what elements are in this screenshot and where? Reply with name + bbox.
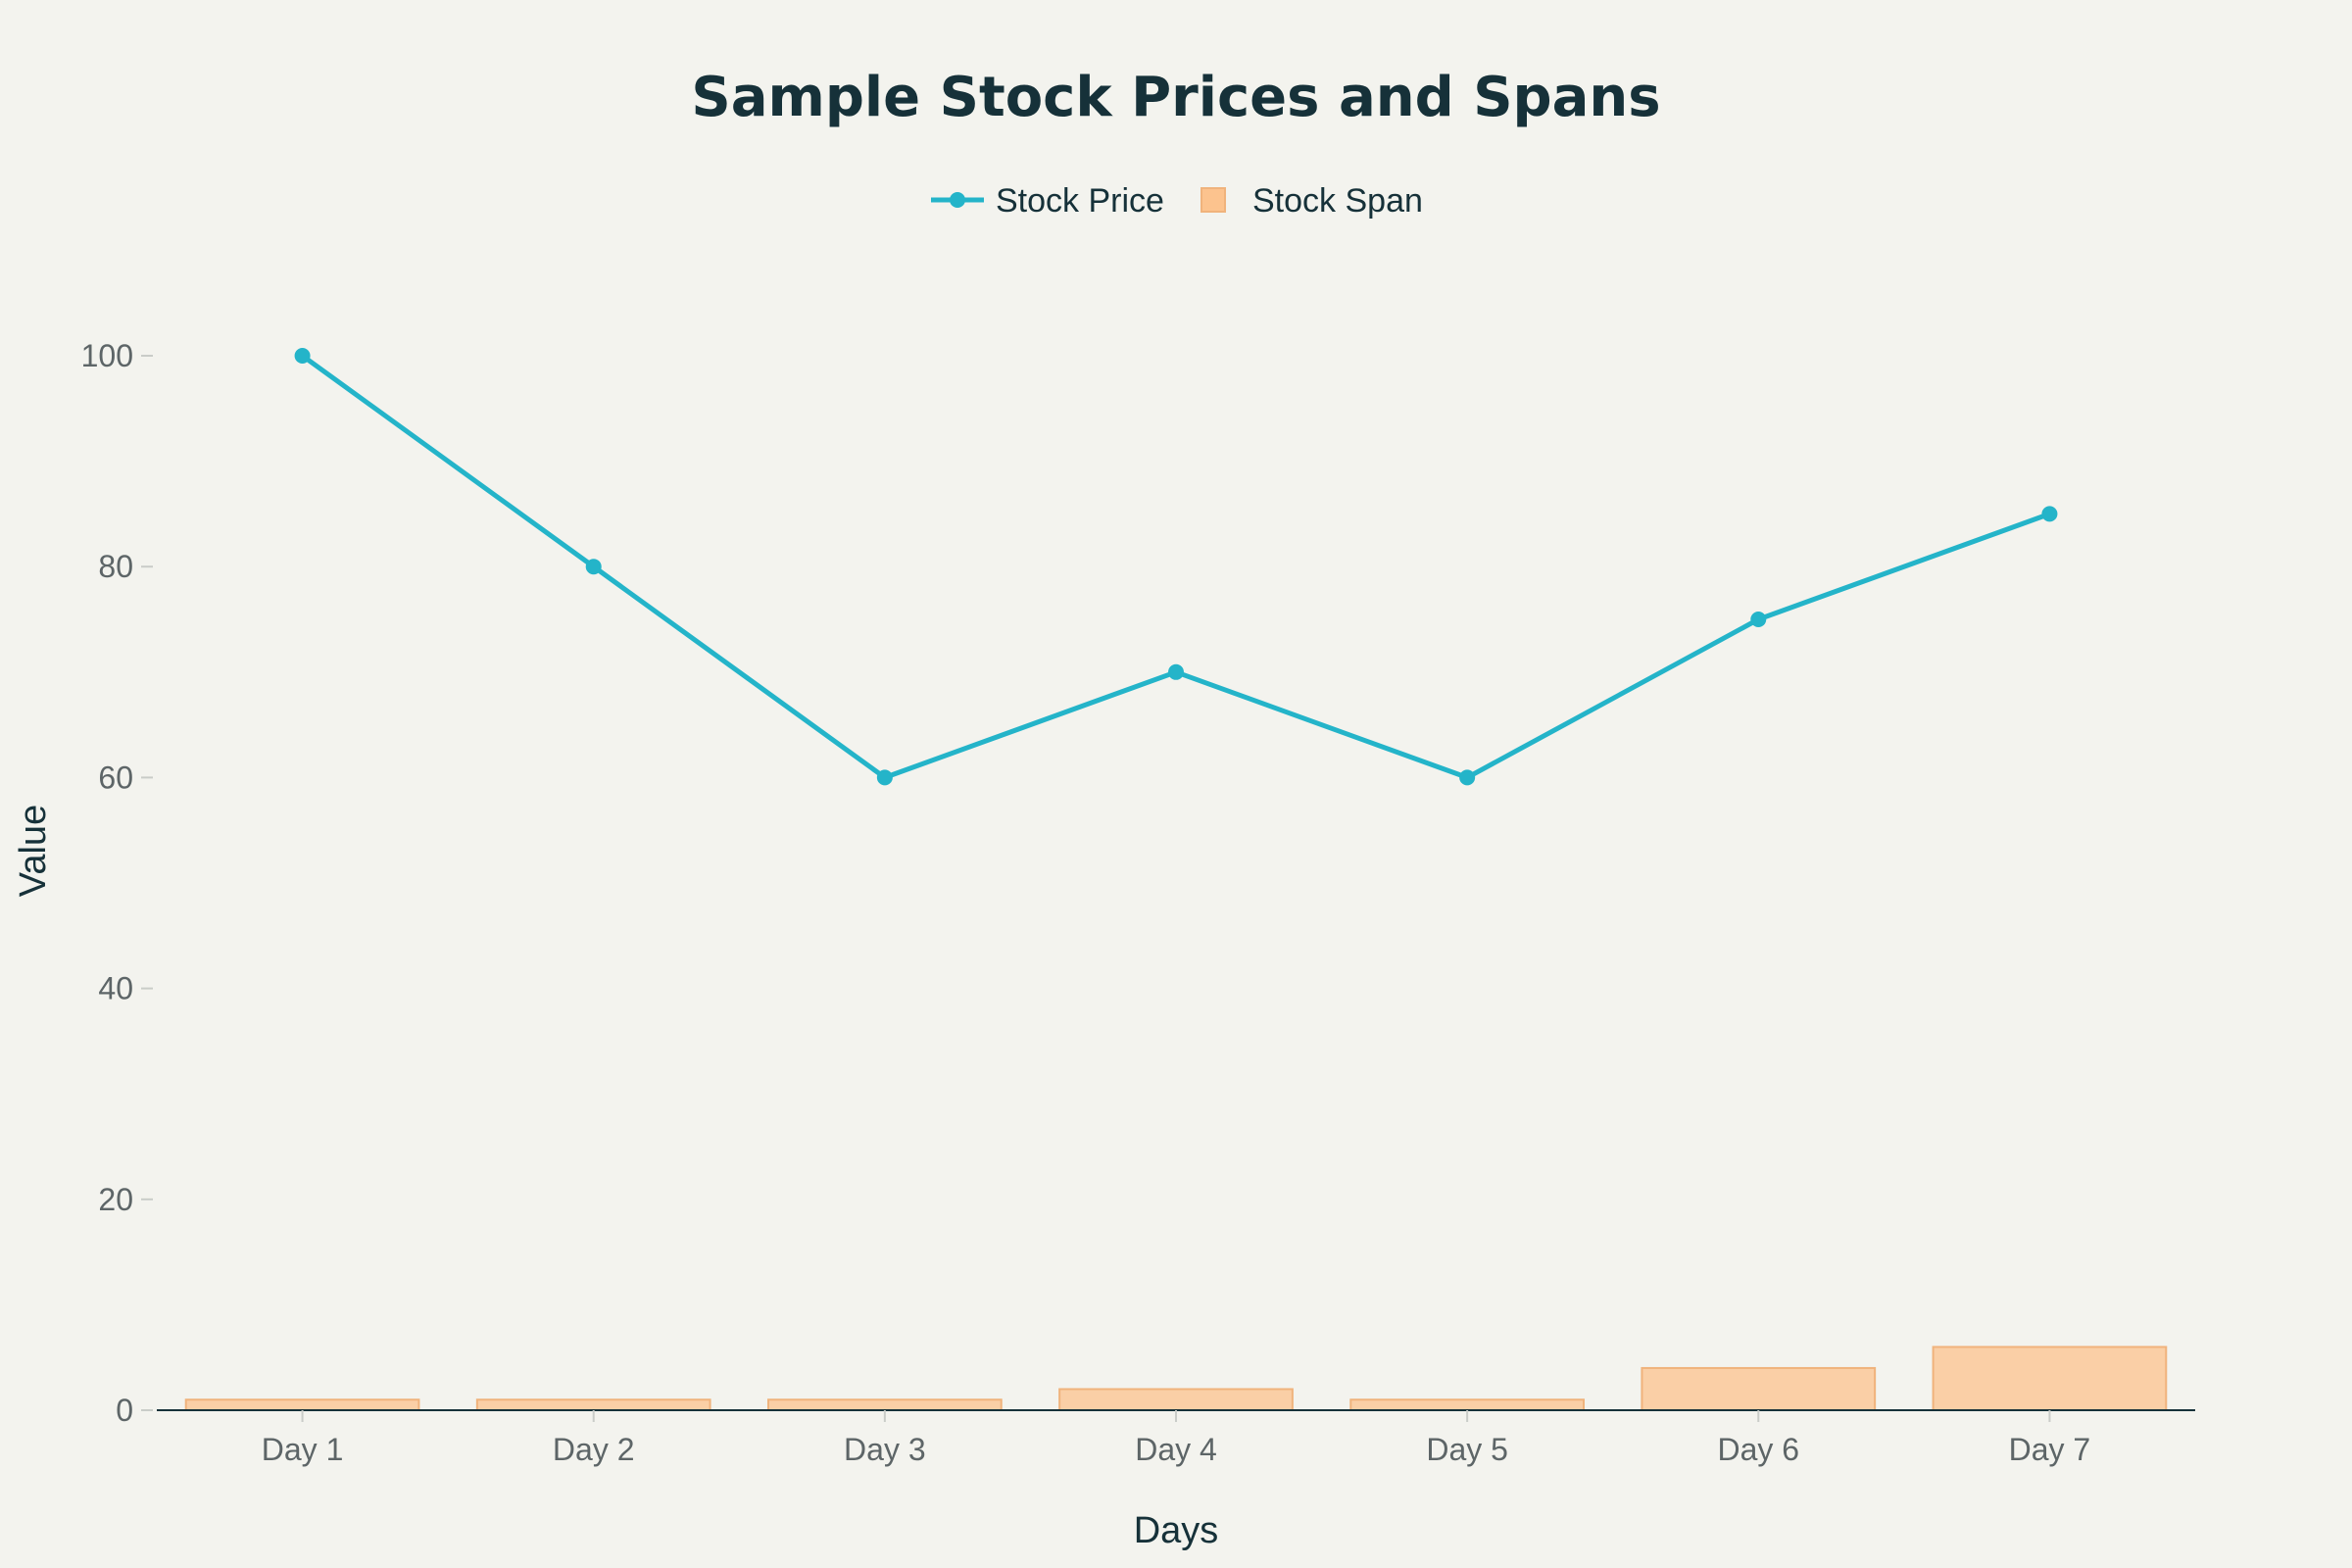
stock-price-point[interactable]: [1459, 769, 1476, 786]
bar-series-stock-span: [184, 1346, 2168, 1411]
bar-stock-span[interactable]: [475, 1398, 711, 1411]
x-axis-title: Days: [1134, 1510, 1219, 1551]
stock-price-point[interactable]: [2041, 506, 2058, 522]
x-tick-label: Day 4: [1135, 1432, 1217, 1467]
legend: Stock Price Stock Span: [931, 182, 1423, 220]
legend-label-stock-price: Stock Price: [996, 182, 1164, 220]
y-tick-label: 0: [116, 1393, 133, 1428]
stock-price-point[interactable]: [1750, 612, 1767, 627]
y-axis: 0 20 40 60 80 100: [81, 338, 153, 1428]
bar-stock-span[interactable]: [1641, 1366, 1877, 1411]
x-tick-label: Day 6: [1717, 1432, 1799, 1467]
y-tick-label: 100: [81, 338, 133, 373]
stock-price-point[interactable]: [1168, 663, 1184, 680]
stock-price-line: [300, 353, 2052, 780]
bar-stock-span[interactable]: [767, 1398, 1003, 1411]
x-axis: Day 1 Day 2 Day 3 Day 4 Day 5 Day 6 Day 7: [262, 1410, 2090, 1467]
x-tick-label: Day 2: [553, 1432, 635, 1467]
bar-stock-span[interactable]: [1349, 1398, 1586, 1411]
chart-title: Sample Stock Prices and Spans: [691, 66, 1660, 129]
x-tick-label: Day 3: [844, 1432, 926, 1467]
y-tick-label: 40: [98, 971, 133, 1006]
x-tick-label: Day 5: [1426, 1432, 1508, 1467]
legend-item-stock-span[interactable]: Stock Span: [1200, 182, 1423, 220]
stock-price-point[interactable]: [294, 348, 311, 364]
y-tick-label: 20: [98, 1182, 133, 1217]
y-tick-label: 80: [98, 549, 133, 584]
stock-price-point[interactable]: [585, 559, 602, 575]
legend-marker-swatch: [950, 192, 965, 208]
y-axis-title: Value: [13, 805, 54, 897]
stock-price-point[interactable]: [876, 769, 893, 786]
bar-stock-span[interactable]: [184, 1398, 420, 1411]
legend-bar-swatch: [1200, 187, 1226, 213]
bar-stock-span[interactable]: [1932, 1346, 2168, 1411]
legend-item-stock-price[interactable]: Stock Price: [931, 182, 1164, 220]
bar-stock-span[interactable]: [1058, 1388, 1294, 1411]
x-tick-label: Day 1: [262, 1432, 344, 1467]
x-tick-label: Day 7: [2009, 1432, 2091, 1467]
legend-label-stock-span: Stock Span: [1252, 182, 1423, 220]
y-tick-label: 60: [98, 760, 133, 795]
line-series-stock-price: [294, 348, 2058, 786]
